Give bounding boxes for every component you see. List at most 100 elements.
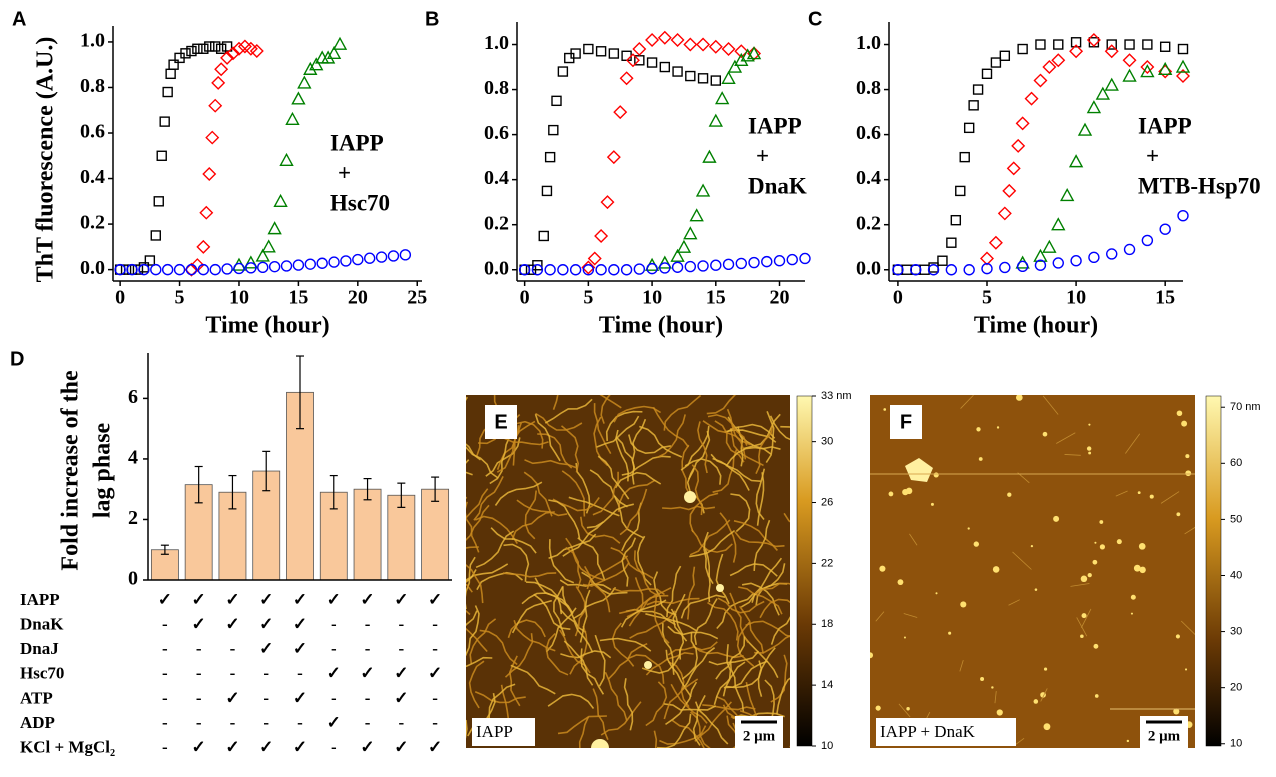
diamond-marker	[632, 42, 647, 57]
table-cell: -	[365, 688, 371, 707]
particle	[1099, 544, 1106, 550]
table-cell: -	[398, 713, 404, 732]
triangle-marker	[285, 111, 300, 126]
fibril	[681, 647, 716, 691]
fibril	[704, 548, 711, 603]
fibril	[613, 405, 662, 423]
fibril	[513, 619, 556, 652]
circle-marker	[352, 253, 364, 266]
table-cell: ✓	[293, 688, 307, 707]
diamond-marker	[190, 258, 205, 273]
circle-marker	[697, 260, 709, 272]
fibril	[557, 715, 607, 735]
fibril	[494, 481, 543, 506]
fibril	[681, 444, 691, 497]
table-cell: ✓	[293, 615, 307, 634]
circle-marker	[197, 263, 210, 276]
square-marker	[685, 70, 696, 82]
fibril	[507, 619, 546, 639]
square-marker	[156, 150, 167, 161]
square-marker	[710, 75, 721, 86]
fibril	[524, 490, 537, 540]
circle-marker	[1177, 209, 1189, 222]
diamond-marker	[205, 130, 220, 145]
triangle-marker	[303, 61, 318, 75]
particle	[991, 686, 994, 689]
fibril	[580, 516, 621, 544]
fibril	[733, 520, 778, 551]
table-cell: ✓	[327, 590, 341, 609]
particle	[996, 426, 1000, 429]
circle-marker	[748, 256, 760, 269]
table-cell: ✓	[259, 639, 273, 658]
fibril	[488, 683, 516, 726]
circle-marker	[257, 261, 269, 274]
colorbar-label: 30	[821, 436, 833, 448]
circle-marker	[1141, 234, 1154, 247]
fibril	[613, 495, 644, 539]
y-tick-label: 0.2	[856, 212, 881, 234]
particle	[1086, 446, 1092, 451]
fibril	[743, 635, 779, 679]
fibril	[560, 650, 612, 659]
y-tick-label: 0.2	[80, 212, 105, 234]
triangle-marker	[734, 52, 749, 66]
diamond-marker	[600, 195, 615, 210]
circle-marker	[316, 257, 328, 269]
fibril	[586, 555, 629, 590]
circle-marker	[1159, 223, 1171, 235]
triangle-marker	[1077, 122, 1093, 136]
image-label: IAPP + DnaK	[880, 722, 976, 741]
fibril	[466, 719, 468, 739]
y-tick-label: 0.0	[856, 257, 881, 279]
fibril	[473, 476, 504, 521]
fibril	[553, 586, 566, 637]
particle	[1133, 564, 1141, 572]
square-marker	[583, 43, 594, 55]
diamond-marker	[1042, 60, 1057, 75]
triangle-marker	[1068, 154, 1084, 168]
table-cell: ✓	[259, 590, 273, 609]
particle	[1094, 694, 1099, 698]
triangle-marker	[1033, 248, 1048, 262]
colorbar-label: 10	[1230, 738, 1242, 750]
table-cell: -	[162, 713, 168, 732]
x-axis-label: Time (hour)	[599, 313, 723, 339]
table-cell: -	[162, 615, 168, 634]
particle	[948, 631, 952, 635]
particle	[1130, 594, 1136, 600]
table-cell: -	[331, 615, 337, 634]
particle	[960, 601, 967, 608]
y-tick-label: 0.6	[856, 122, 881, 144]
fiber	[1015, 737, 1025, 745]
diamond-marker	[1104, 44, 1119, 59]
y-tick-label: 0.0	[80, 257, 105, 279]
table-cell: ✓	[327, 713, 341, 732]
row-label: IAPP	[20, 590, 60, 609]
fibril	[537, 433, 573, 469]
table-cell: -	[432, 713, 438, 732]
fibril	[692, 644, 744, 659]
y-tick-label: 2	[128, 507, 138, 529]
x-tick-label: 15	[288, 287, 308, 309]
fibril	[692, 695, 706, 746]
fibril	[680, 594, 726, 619]
fibril	[620, 599, 667, 628]
diamond-marker	[199, 205, 214, 220]
fiber	[959, 660, 964, 672]
diamond-marker	[1140, 60, 1155, 75]
table-cell: -	[432, 639, 438, 658]
fibril	[715, 553, 730, 605]
fibril	[712, 457, 761, 482]
fiber	[903, 613, 918, 618]
square-marker	[204, 41, 215, 52]
diamond-marker	[625, 53, 640, 68]
table-cell: -	[230, 713, 236, 732]
table-cell: ✓	[259, 615, 273, 634]
fibril	[639, 425, 683, 458]
circle-marker	[608, 264, 620, 276]
table-cell: -	[331, 688, 337, 707]
circle-marker	[150, 263, 162, 276]
circle-marker	[963, 264, 975, 276]
circle-marker	[1070, 255, 1082, 267]
